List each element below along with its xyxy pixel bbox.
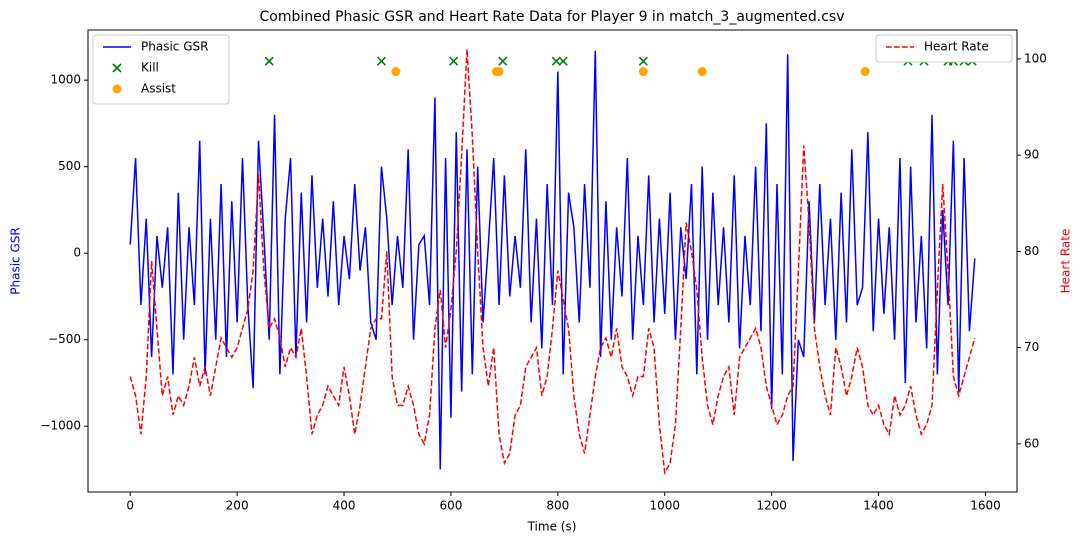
y-tick-label: 1000	[50, 73, 81, 87]
y-tick-label: −500	[48, 332, 81, 346]
x-tick-label: 600	[439, 499, 462, 513]
x-tick-label: 1600	[970, 499, 1001, 513]
kill-marker	[638, 56, 648, 66]
x-tick-label: 1200	[756, 499, 787, 513]
y2-tick-label: 90	[1024, 148, 1039, 162]
y2-tick-label: 100	[1024, 51, 1047, 65]
legend-label: Phasic GSR	[141, 40, 208, 54]
chart-title: Combined Phasic GSR and Heart Rate Data …	[260, 9, 845, 25]
assist-marker	[860, 67, 870, 77]
x-axis-label: Time (s)	[527, 520, 577, 534]
kill-marker	[376, 56, 387, 66]
y2-axis-label: Heart Rate	[1059, 229, 1073, 294]
legend-box	[92, 34, 230, 105]
assist-marker	[697, 67, 707, 77]
legend-label: Kill	[141, 61, 159, 75]
x-tick-label: 1000	[649, 499, 680, 513]
x-tick-label: 200	[226, 499, 249, 513]
y2-tick-label: 80	[1024, 244, 1039, 258]
legend-label: Assist	[141, 82, 176, 96]
legend-label: Heart Rate	[924, 40, 989, 54]
data-line	[129, 49, 976, 476]
kill-marker	[558, 56, 568, 66]
kill-marker	[498, 56, 508, 66]
kill-marker	[264, 56, 274, 66]
data-line	[129, 50, 976, 470]
plot-frame	[87, 29, 1018, 493]
assist-marker	[638, 67, 648, 77]
y2-tick-label: 60	[1024, 436, 1039, 450]
assist-marker	[494, 67, 504, 77]
kill-marker	[551, 56, 561, 66]
x-tick-label: 1400	[863, 499, 894, 513]
kill-marker	[449, 56, 459, 66]
y-tick-label: −1000	[40, 419, 81, 433]
y-tick-label: 0	[73, 246, 81, 260]
y-axis-label: Phasic GSR	[9, 227, 23, 294]
legend-swatch	[112, 63, 122, 73]
legend-swatch	[112, 84, 122, 94]
legend-box	[875, 34, 1013, 63]
x-tick-label: 800	[546, 499, 569, 513]
y-tick-label: 500	[58, 159, 81, 173]
assist-marker	[391, 67, 401, 77]
x-tick-label: 400	[333, 499, 356, 513]
y2-tick-label: 70	[1024, 340, 1039, 354]
x-tick-label: 0	[126, 499, 134, 513]
